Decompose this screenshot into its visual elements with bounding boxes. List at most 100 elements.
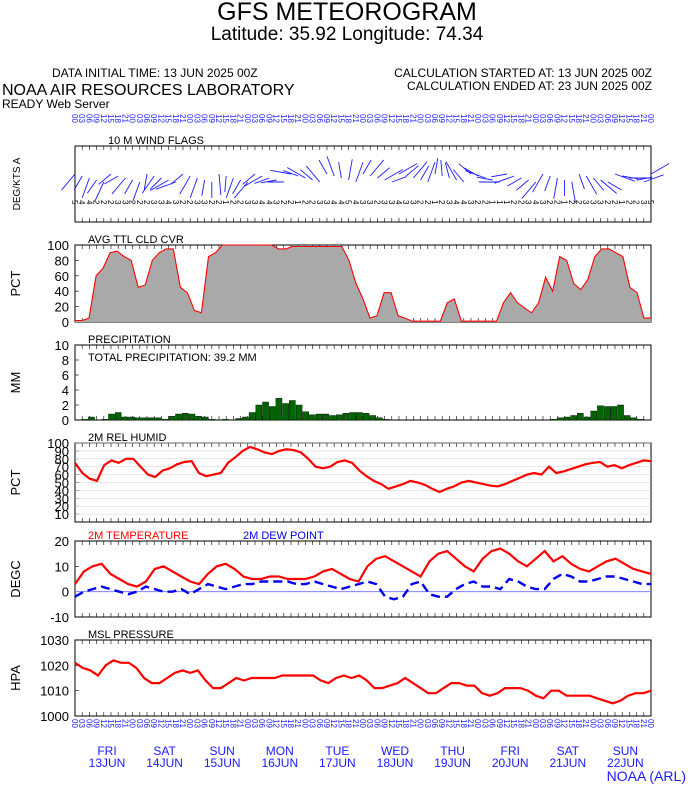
wind-flag [544, 175, 551, 192]
precip-bar [235, 418, 242, 421]
precip-bar [222, 419, 229, 421]
wind-flag [218, 173, 222, 195]
wind-flag [300, 169, 313, 181]
bottom-hour-label: 00 [243, 719, 252, 728]
top-hour-label: 12 [444, 114, 453, 123]
precip-bar [336, 414, 343, 421]
date-label: 15JUN [204, 756, 241, 770]
bottom-hour-label: 09 [92, 719, 101, 728]
top-hour-label: 03 [480, 114, 489, 123]
wind-panel-title: 10 M WIND FLAGS [108, 135, 204, 147]
precip-bar [630, 417, 638, 421]
top-hour-label: 03 [365, 114, 374, 123]
wind-speed-label: 3 [250, 200, 259, 205]
wind-speed-label: 2 [228, 200, 237, 205]
cloud-panel-title: AVG TTL CLD CVR [88, 234, 184, 246]
precip-bar [114, 412, 122, 421]
wind-speed-label: 3 [243, 200, 252, 205]
wind-flag [81, 177, 90, 198]
top-hour-label: 18 [516, 114, 525, 123]
cloud-ylabel: PCT [8, 270, 23, 296]
wind-flag [305, 165, 321, 183]
wind-flag [233, 181, 249, 199]
precip-bar [188, 413, 196, 421]
temp-ytick-label: 0 [62, 585, 69, 600]
precip-bar [282, 403, 289, 421]
wind-flag [124, 179, 133, 195]
wind-speed-label: 1 [495, 200, 504, 205]
wind-speed-label: 2 [207, 200, 216, 205]
wind-speed-label: 4 [77, 200, 86, 205]
initial-time: DATA INITIAL TIME: 13 JUN 2025 00Z [52, 66, 258, 80]
wind-speed-label: 4 [264, 200, 273, 205]
cloud-ytick-label: 80 [55, 253, 69, 268]
wind-speed-label: 2 [480, 200, 489, 205]
wind-speed-label: 3 [581, 200, 590, 205]
top-hour-label: 12 [272, 114, 281, 123]
rh-ytick-label: 20 [55, 499, 69, 514]
bottom-hour-label: 09 [207, 719, 216, 728]
top-hour-label: 15 [452, 114, 461, 123]
wind-speed-label: 4 [394, 200, 403, 205]
top-hour-label: 21 [408, 114, 417, 123]
top-hour-label: 09 [495, 114, 504, 123]
bottom-hour-label: 12 [99, 719, 108, 728]
precip-bar [148, 417, 155, 421]
wind-speed-label: 2 [516, 200, 525, 205]
top-hour-label: 06 [257, 114, 266, 123]
wind-flag [405, 165, 419, 177]
bottom-hour-label: 06 [142, 719, 151, 728]
wind-flag [369, 159, 385, 177]
wind-speed-label: 2 [552, 200, 561, 205]
wind-speed-label: 3 [365, 200, 374, 205]
wind-speed-label: 1 [221, 200, 230, 205]
bottom-hour-label: 15 [567, 719, 576, 728]
wind-speed-label: 2 [178, 200, 187, 205]
credit: NOAA (ARL) [606, 768, 686, 784]
precip-bar [382, 419, 390, 421]
top-hour-label: 09 [437, 114, 446, 123]
precip-bar [590, 410, 598, 421]
wind-speed-label: 2 [437, 200, 446, 205]
rh-ylabel: PCT [8, 469, 23, 495]
wind-flag [491, 173, 508, 178]
wind-speed-label: 2 [624, 200, 633, 205]
wind-speed-label: 1 [560, 200, 569, 205]
top-hour-label: 09 [264, 114, 273, 123]
day-of-week-label: MON [266, 744, 294, 758]
wind-flag [348, 159, 353, 181]
wind-speed-label: 5 [646, 200, 655, 205]
precip-bar [329, 415, 336, 421]
bottom-hour-label: 03 [365, 719, 374, 728]
pressure-ytick-label: 1000 [40, 709, 69, 724]
bottom-hour-label: 21 [236, 719, 245, 728]
precip-bar [275, 398, 283, 421]
top-hour-label: 21 [581, 114, 590, 123]
rh-ytick-label: 40 [55, 483, 69, 498]
precip-bar [295, 404, 303, 421]
top-hour-label: 06 [372, 114, 381, 123]
wind-flag [232, 179, 241, 195]
precip-bar [121, 416, 129, 421]
cloud-ytick-label: 20 [55, 300, 69, 315]
bottom-hour-label: 03 [192, 719, 201, 728]
wind-flag [94, 181, 105, 202]
precip-ytick-label: 8 [62, 353, 69, 368]
wind-flag [260, 179, 277, 184]
wind-speed-label: 4 [452, 200, 461, 205]
bottom-hour-label: 15 [279, 719, 288, 728]
precip-bar [342, 413, 350, 421]
top-hour-label: 18 [228, 114, 237, 123]
date-label: 19JUN [434, 756, 471, 770]
bottom-hour-label: 03 [250, 719, 259, 728]
wind-flag [224, 175, 227, 192]
precip-bar [617, 404, 624, 421]
wind-flag [225, 177, 234, 198]
wind-flag [465, 170, 486, 179]
bottom-hour-label: 18 [286, 719, 295, 728]
temp-ytick-label: -10 [50, 610, 69, 625]
precip-total-label: TOTAL PRECIPITATION: 39.2 MM [88, 352, 257, 364]
temp-panel-title: 2M TEMPERATURE [88, 530, 188, 542]
bottom-hour-label: 18 [632, 719, 641, 728]
